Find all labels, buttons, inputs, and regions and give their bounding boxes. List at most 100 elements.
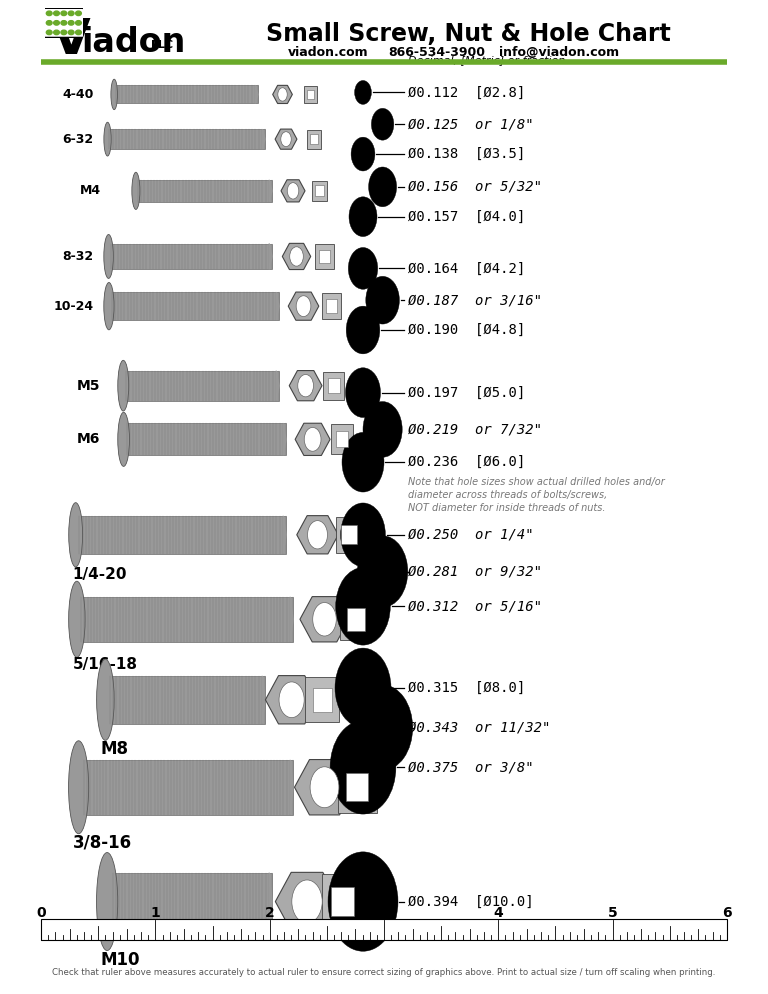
Circle shape (346, 306, 380, 354)
FancyBboxPatch shape (307, 89, 314, 99)
Circle shape (363, 402, 402, 457)
Text: Decimal, [Metric] or fraction: Decimal, [Metric] or fraction (409, 55, 566, 65)
Text: Small Screw, Nut & Hole Chart: Small Screw, Nut & Hole Chart (266, 22, 670, 46)
FancyBboxPatch shape (330, 887, 353, 916)
FancyBboxPatch shape (113, 873, 272, 930)
Text: 0: 0 (36, 907, 46, 920)
Text: 3: 3 (379, 907, 389, 920)
Text: Note that hole sizes show actual drilled holes and/or
diameter across threads of: Note that hole sizes show actual drilled… (409, 477, 665, 513)
Circle shape (281, 132, 291, 146)
FancyBboxPatch shape (126, 371, 279, 401)
Text: Ø0.315  [Ø8.0]: Ø0.315 [Ø8.0] (409, 681, 526, 695)
Ellipse shape (104, 122, 111, 156)
Circle shape (304, 427, 321, 451)
Circle shape (369, 167, 396, 207)
Ellipse shape (111, 80, 118, 109)
Text: M5: M5 (77, 379, 101, 393)
FancyBboxPatch shape (84, 759, 293, 815)
Text: Ø0.219  or 7/32": Ø0.219 or 7/32" (409, 422, 542, 436)
Polygon shape (276, 371, 279, 401)
Polygon shape (288, 292, 319, 320)
Text: 4-40: 4-40 (62, 87, 94, 101)
Circle shape (313, 602, 336, 636)
Polygon shape (296, 516, 338, 554)
Text: Ø0.157  [Ø4.0]: Ø0.157 [Ø4.0] (409, 210, 526, 224)
Circle shape (351, 137, 375, 171)
Text: info@viadon.com: info@viadon.com (499, 46, 619, 59)
FancyBboxPatch shape (316, 245, 333, 268)
Circle shape (357, 536, 408, 607)
Ellipse shape (104, 235, 114, 278)
FancyBboxPatch shape (346, 773, 369, 801)
Text: Ø0.190  [Ø4.8]: Ø0.190 [Ø4.8] (409, 323, 526, 337)
Text: Ø0.197  [Ø5.0]: Ø0.197 [Ø5.0] (409, 386, 526, 400)
Polygon shape (295, 423, 330, 455)
FancyBboxPatch shape (328, 378, 339, 394)
FancyBboxPatch shape (81, 596, 293, 642)
Text: M8: M8 (101, 741, 128, 758)
Polygon shape (266, 676, 318, 724)
Circle shape (335, 648, 391, 728)
Polygon shape (255, 85, 258, 103)
Polygon shape (290, 371, 322, 401)
Circle shape (298, 375, 313, 397)
Polygon shape (270, 180, 272, 202)
Text: Ø0.343  or 11/32": Ø0.343 or 11/32" (409, 721, 551, 735)
Ellipse shape (68, 503, 83, 567)
Circle shape (287, 183, 299, 199)
Text: Check that ruler above measures accurately to actual ruler to ensure correct siz: Check that ruler above measures accurate… (52, 967, 716, 977)
Text: Ø0.375  or 3/8": Ø0.375 or 3/8" (409, 760, 534, 774)
Text: LLC: LLC (151, 40, 173, 50)
FancyBboxPatch shape (307, 130, 321, 148)
Polygon shape (270, 873, 272, 930)
Polygon shape (273, 85, 293, 103)
FancyBboxPatch shape (326, 299, 337, 313)
Text: 4: 4 (493, 907, 503, 920)
Text: Ø0.156  or 5/32": Ø0.156 or 5/32" (409, 180, 542, 194)
FancyBboxPatch shape (41, 918, 727, 940)
Circle shape (278, 87, 287, 101)
Ellipse shape (68, 741, 88, 834)
Text: Ø0.281  or 9/32": Ø0.281 or 9/32" (409, 565, 542, 579)
Ellipse shape (132, 172, 140, 210)
Text: Ø0.138  [Ø3.5]: Ø0.138 [Ø3.5] (409, 147, 526, 161)
Circle shape (336, 568, 390, 645)
FancyBboxPatch shape (312, 181, 327, 201)
FancyBboxPatch shape (323, 372, 344, 400)
Circle shape (366, 276, 399, 324)
FancyBboxPatch shape (313, 688, 332, 712)
Text: Ø0.125  or 1/8": Ø0.125 or 1/8" (409, 117, 534, 131)
Circle shape (328, 852, 398, 951)
Circle shape (353, 685, 412, 770)
Polygon shape (276, 873, 339, 930)
FancyBboxPatch shape (111, 244, 272, 269)
FancyBboxPatch shape (306, 677, 339, 723)
Polygon shape (281, 180, 305, 202)
FancyBboxPatch shape (322, 875, 362, 928)
Text: Ø0.236  [Ø6.0]: Ø0.236 [Ø6.0] (409, 455, 526, 469)
FancyBboxPatch shape (340, 598, 372, 640)
Circle shape (290, 247, 303, 266)
Polygon shape (270, 244, 272, 269)
Ellipse shape (118, 413, 130, 466)
Circle shape (349, 197, 377, 237)
FancyBboxPatch shape (127, 423, 286, 455)
Text: Ø0.164  [Ø4.2]: Ø0.164 [Ø4.2] (409, 261, 526, 275)
FancyBboxPatch shape (315, 185, 324, 197)
Ellipse shape (68, 581, 85, 657)
FancyBboxPatch shape (336, 431, 349, 447)
Ellipse shape (118, 361, 129, 412)
FancyBboxPatch shape (138, 180, 272, 202)
Ellipse shape (104, 282, 114, 330)
Text: 1/4-20: 1/4-20 (73, 567, 127, 581)
FancyBboxPatch shape (310, 134, 318, 144)
FancyBboxPatch shape (304, 85, 317, 103)
Polygon shape (283, 423, 286, 455)
FancyBboxPatch shape (79, 516, 286, 554)
Circle shape (310, 766, 339, 808)
Polygon shape (276, 292, 279, 320)
Text: Ø0.394  [Ø10.0]: Ø0.394 [Ø10.0] (409, 895, 534, 909)
Polygon shape (290, 759, 293, 815)
FancyBboxPatch shape (322, 293, 342, 319)
Circle shape (341, 503, 386, 567)
